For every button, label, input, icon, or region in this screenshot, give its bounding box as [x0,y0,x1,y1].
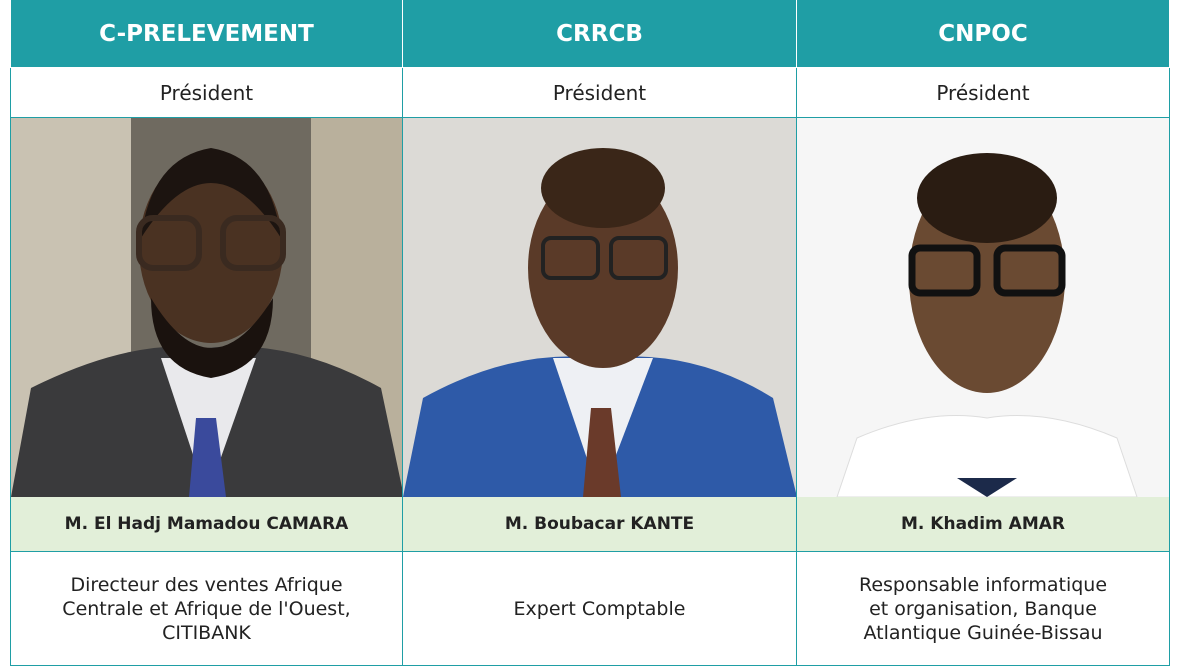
role: Président [403,68,797,118]
photo [11,118,402,497]
description-line: Expert Comptable [513,597,686,620]
description-line: Atlantique Guinée-Bissau [863,621,1103,644]
description-line: Directeur des ventes Afrique [70,573,343,596]
description: Directeur des ventes Afrique Centrale et … [10,552,403,666]
photo-cell [10,118,403,497]
organization: C-PRELEVEMENT [10,0,403,68]
committee-table: C-PRELEVEMENT Président M. El Hadj Mamado… [10,0,1170,666]
photo-cell [797,118,1170,497]
description-line: Centrale et Afrique de l'Ouest, [62,597,351,620]
organization: CNPOC [797,0,1170,68]
description-line: Responsable informatique [858,573,1108,596]
description: Expert Comptable [403,552,797,666]
person-name: M. Khadim AMAR [797,497,1170,552]
description: Responsable informatique et organisation,… [797,552,1170,666]
person-name: M. El Hadj Mamadou CAMARA [10,497,403,552]
photo [403,118,796,497]
description-line: CITIBANK [162,621,251,644]
role: Président [797,68,1170,118]
photo [797,118,1169,497]
role: Président [10,68,403,118]
description-line: et organisation, Banque [869,597,1097,620]
person-name: M. Boubacar KANTE [403,497,797,552]
photo-cell [403,118,797,497]
organization: CRRCB [403,0,797,68]
